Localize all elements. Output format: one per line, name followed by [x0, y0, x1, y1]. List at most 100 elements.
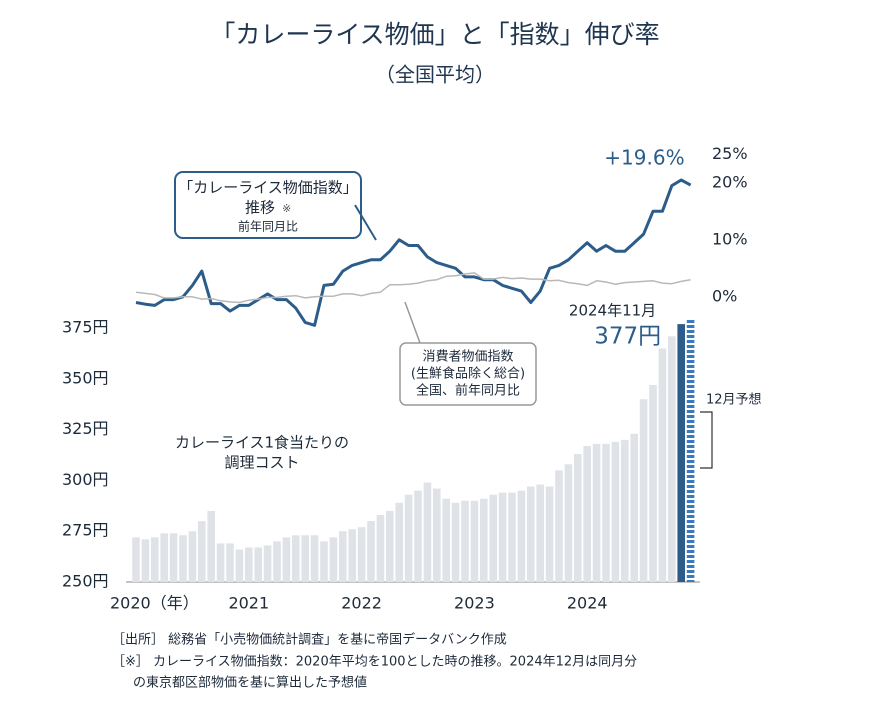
- bar: [480, 498, 488, 582]
- bar: [376, 514, 385, 582]
- x-tick-label: 2021: [228, 594, 269, 613]
- bar: [226, 543, 234, 582]
- chart-title: 「カレーライス物価」と「指数」伸び率: [210, 20, 659, 49]
- bar: [367, 521, 375, 582]
- y2-tick-label: 25%: [712, 144, 748, 163]
- series-label: 全国、前年同月比: [416, 383, 520, 399]
- forecast-bar: [686, 320, 695, 582]
- bar: [273, 541, 281, 582]
- bar: [592, 443, 601, 582]
- series-label: (生鮮食品除く総合): [411, 366, 525, 382]
- bar: [489, 494, 497, 582]
- chart-subtitle: （全国平均）: [375, 63, 495, 87]
- series-label: カレーライス1食当たりの: [175, 434, 349, 452]
- annotation-pointer: [354, 204, 377, 241]
- bar: [320, 541, 328, 582]
- bar: [555, 470, 563, 582]
- bar: [668, 336, 676, 582]
- series-label: 前年同月比: [238, 219, 298, 234]
- value-label: 377円: [594, 324, 661, 350]
- y-tick-label: 325円: [62, 419, 109, 438]
- annotation-pointer: [404, 301, 421, 344]
- bar: [151, 537, 159, 582]
- bar: [451, 502, 460, 582]
- annotation: 2024年11月: [569, 302, 656, 320]
- bar: [310, 535, 319, 582]
- bar: [470, 500, 479, 582]
- bar: [414, 490, 422, 582]
- forecast-label: 12月予想: [706, 392, 762, 408]
- bar: [498, 492, 507, 582]
- series-label: 推移: [245, 199, 275, 217]
- bar: [527, 486, 535, 582]
- bar: [583, 445, 591, 582]
- annotation-box: [399, 342, 537, 406]
- bar: [517, 490, 526, 582]
- x-tick-label: 2022: [341, 594, 382, 613]
- y-tick-label: 350円: [62, 368, 109, 387]
- y2-tick-label: 0%: [712, 286, 737, 305]
- bar: [207, 510, 215, 582]
- y2-tick-label: 10%: [712, 229, 748, 248]
- bracket: [700, 411, 713, 469]
- bar: [658, 348, 667, 582]
- annotation-box: [174, 171, 362, 239]
- bar: [564, 464, 573, 582]
- y-tick-label: 300円: [62, 470, 109, 489]
- bar: [292, 535, 300, 582]
- bar: [235, 549, 244, 582]
- x-tick-label: 2024: [567, 594, 608, 613]
- bar: [386, 510, 394, 582]
- bar: [395, 502, 403, 582]
- bar: [433, 488, 441, 582]
- bar: [141, 539, 150, 582]
- bar: [282, 537, 291, 582]
- bar: [677, 324, 685, 582]
- footnote: ［※］ カレーライス物価指数：2020年平均を100とした時の推移。2024年1…: [112, 655, 637, 670]
- source-note: ［出所］ 総務省「小売物価統計調査」を基に帝国データバンク作成: [112, 632, 507, 648]
- bar: [339, 531, 347, 582]
- series-label-mark: ※: [282, 202, 291, 215]
- bar: [263, 545, 272, 582]
- bar: [404, 494, 413, 582]
- bar: [630, 433, 638, 582]
- bar: [545, 486, 554, 582]
- bar: [461, 500, 469, 582]
- bar: [329, 537, 338, 582]
- y-tick-label: 375円: [62, 318, 109, 337]
- series-label: 「カレーライス物価指数」: [178, 179, 358, 197]
- bar: [574, 454, 582, 582]
- bar: [245, 547, 253, 582]
- bar: [508, 492, 516, 582]
- bar: [169, 533, 178, 582]
- bar: [160, 533, 168, 582]
- y-tick-label: 275円: [62, 521, 109, 540]
- bar: [602, 443, 610, 582]
- bar: [536, 484, 544, 582]
- bar: [254, 547, 262, 582]
- bar: [357, 527, 366, 582]
- bar: [301, 535, 309, 582]
- bar: [611, 441, 620, 582]
- x-tick-label: 2023: [454, 594, 495, 613]
- bar: [132, 537, 140, 582]
- series-label: 消費者物価指数: [422, 350, 513, 365]
- bar: [442, 498, 450, 582]
- bar: [621, 439, 629, 582]
- x-tick-label: 2020（年）: [110, 594, 199, 613]
- bar: [649, 385, 657, 582]
- value-label: +19.6%: [604, 146, 684, 170]
- bar: [348, 529, 356, 582]
- bar: [179, 535, 187, 582]
- bar: [198, 521, 206, 582]
- y2-tick-label: 20%: [712, 172, 748, 191]
- line: [135, 272, 691, 304]
- footnote: の東京都区部物価を基に算出した予想値: [133, 675, 367, 691]
- line: [135, 178, 692, 327]
- series-label: 調理コスト: [224, 454, 299, 472]
- bar: [216, 543, 225, 582]
- bar: [188, 531, 197, 582]
- bar: [423, 482, 432, 582]
- bar: [639, 399, 648, 582]
